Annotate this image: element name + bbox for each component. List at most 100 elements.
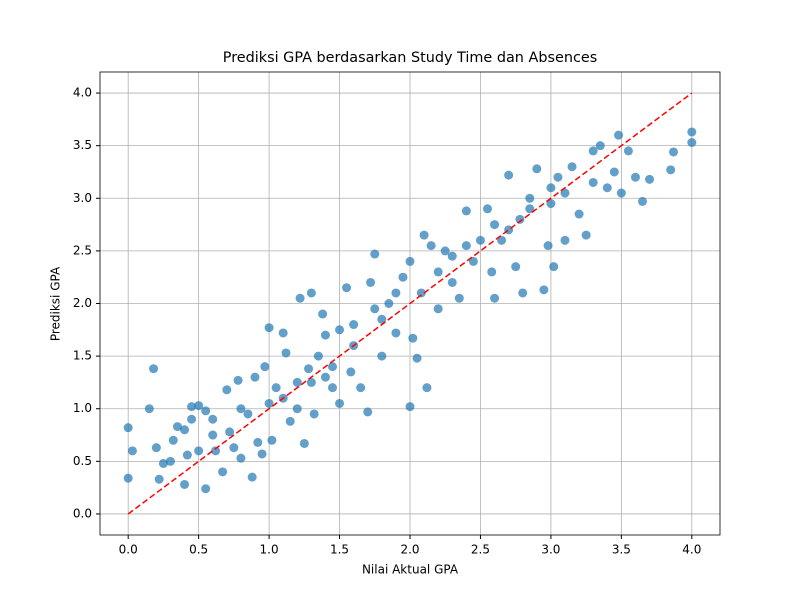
point	[525, 193, 535, 203]
point	[487, 267, 497, 277]
point	[123, 423, 133, 433]
point	[194, 401, 204, 411]
point	[260, 362, 270, 372]
point	[127, 446, 137, 456]
point	[285, 416, 295, 426]
point	[638, 196, 647, 206]
point	[320, 330, 330, 340]
point	[168, 435, 178, 445]
x-tick-label: 1.5	[330, 543, 349, 557]
x-tick-label: 3.0	[541, 543, 560, 557]
point	[532, 164, 542, 174]
point	[588, 146, 598, 156]
point	[567, 162, 577, 172]
point	[630, 172, 640, 182]
point	[515, 214, 525, 224]
point	[182, 450, 192, 460]
y-tick-label: 1.0	[73, 401, 92, 415]
point	[243, 409, 253, 419]
point	[233, 375, 243, 385]
point	[356, 383, 366, 393]
point	[447, 251, 457, 261]
point	[225, 427, 235, 437]
point	[257, 449, 267, 459]
x-tick-label: 3.5	[612, 543, 631, 557]
point	[412, 353, 422, 363]
point	[377, 351, 387, 361]
point	[422, 383, 432, 393]
point	[405, 402, 415, 412]
point	[247, 472, 257, 482]
point	[504, 170, 514, 180]
point	[614, 130, 624, 140]
point	[149, 364, 159, 374]
point	[342, 283, 352, 293]
point	[497, 235, 507, 245]
x-tick-label: 4.0	[682, 543, 701, 557]
point	[454, 293, 464, 303]
point	[588, 177, 598, 187]
point	[208, 414, 218, 424]
point	[218, 467, 228, 477]
y-tick-label: 0.0	[73, 506, 92, 520]
point	[447, 277, 457, 287]
point	[408, 333, 418, 343]
point	[318, 309, 328, 319]
point	[236, 453, 246, 463]
point	[609, 167, 619, 177]
point	[461, 206, 471, 216]
point	[165, 456, 175, 466]
y-tick-label: 3.0	[73, 191, 92, 205]
point	[173, 422, 182, 432]
point	[543, 241, 553, 251]
point	[518, 288, 528, 298]
point	[461, 241, 471, 251]
point	[320, 372, 330, 382]
point	[525, 204, 535, 214]
y-tick-label: 2.5	[73, 243, 92, 257]
point	[370, 304, 380, 314]
point	[154, 474, 164, 484]
point	[669, 147, 678, 157]
x-tick-label: 0.0	[119, 543, 138, 557]
point	[426, 241, 436, 251]
point	[419, 230, 429, 240]
point	[187, 414, 197, 424]
point	[440, 246, 450, 256]
point	[306, 377, 316, 387]
chart-title: Prediksi GPA berdasarkan Study Time dan …	[223, 50, 597, 66]
point	[581, 230, 591, 240]
point	[405, 256, 415, 266]
point	[229, 443, 239, 453]
point	[560, 188, 570, 198]
point	[264, 398, 274, 408]
point	[687, 138, 697, 148]
point	[292, 377, 302, 387]
y-tick-label: 1.5	[73, 349, 92, 363]
y-tick-label: 2.0	[73, 296, 92, 310]
point	[201, 484, 211, 494]
point	[546, 183, 556, 193]
point	[366, 277, 376, 287]
point	[151, 443, 161, 453]
point	[278, 328, 288, 338]
point	[475, 235, 485, 245]
point	[292, 404, 302, 414]
point	[391, 328, 401, 338]
point	[281, 348, 291, 358]
point	[328, 383, 337, 393]
point	[264, 323, 274, 333]
point	[490, 220, 500, 230]
point	[483, 204, 492, 214]
point	[623, 146, 633, 156]
point	[253, 437, 263, 447]
point	[144, 404, 154, 414]
point	[539, 285, 549, 295]
y-tick-label: 3.5	[73, 138, 92, 152]
point	[304, 364, 314, 374]
y-tick-label: 0.5	[73, 454, 92, 468]
point	[313, 351, 323, 361]
point	[433, 267, 443, 277]
